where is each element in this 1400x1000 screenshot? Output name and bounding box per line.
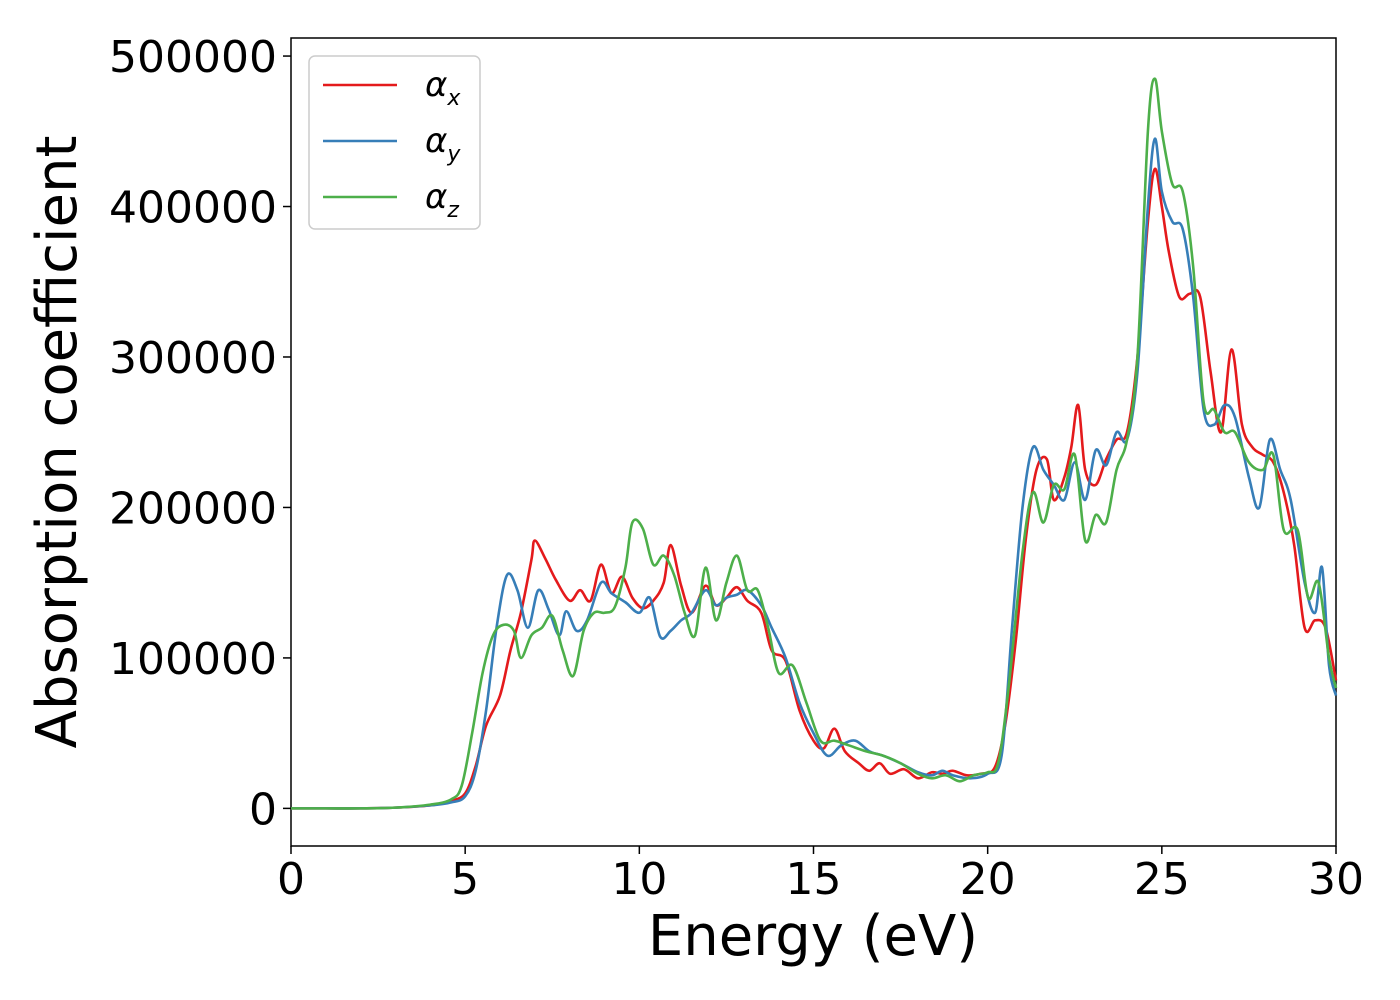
x-tick-label: 15 [786, 854, 842, 905]
x-tick-label: 0 [277, 854, 305, 905]
y-tick-label: 100000 [109, 634, 277, 685]
series-line-x [290, 167, 1338, 810]
x-tick-label: 5 [451, 854, 479, 905]
y-tick-label: 0 [249, 784, 277, 835]
series-line-y [290, 137, 1338, 810]
legend-box [308, 55, 481, 230]
x-tick-label: 25 [1134, 854, 1190, 905]
y-axis: 0 100000 200000 300000 400000 500000 [109, 32, 291, 835]
y-tick-label: 400000 [109, 183, 277, 234]
x-axis-label: Energy (eV) [648, 904, 978, 969]
y-tick-label: 200000 [109, 483, 277, 534]
y-axis-label: Absorption coefficient [25, 136, 90, 749]
y-tick-label: 500000 [109, 32, 277, 83]
x-tick-label: 30 [1308, 854, 1364, 905]
x-tick-label: 10 [611, 854, 667, 905]
series-layer [290, 77, 1338, 810]
x-tick-label: 20 [960, 854, 1016, 905]
x-axis: 0 5 10 15 20 25 30 [277, 846, 1364, 905]
series-line-z [290, 77, 1338, 810]
y-tick-label: 300000 [109, 333, 277, 384]
